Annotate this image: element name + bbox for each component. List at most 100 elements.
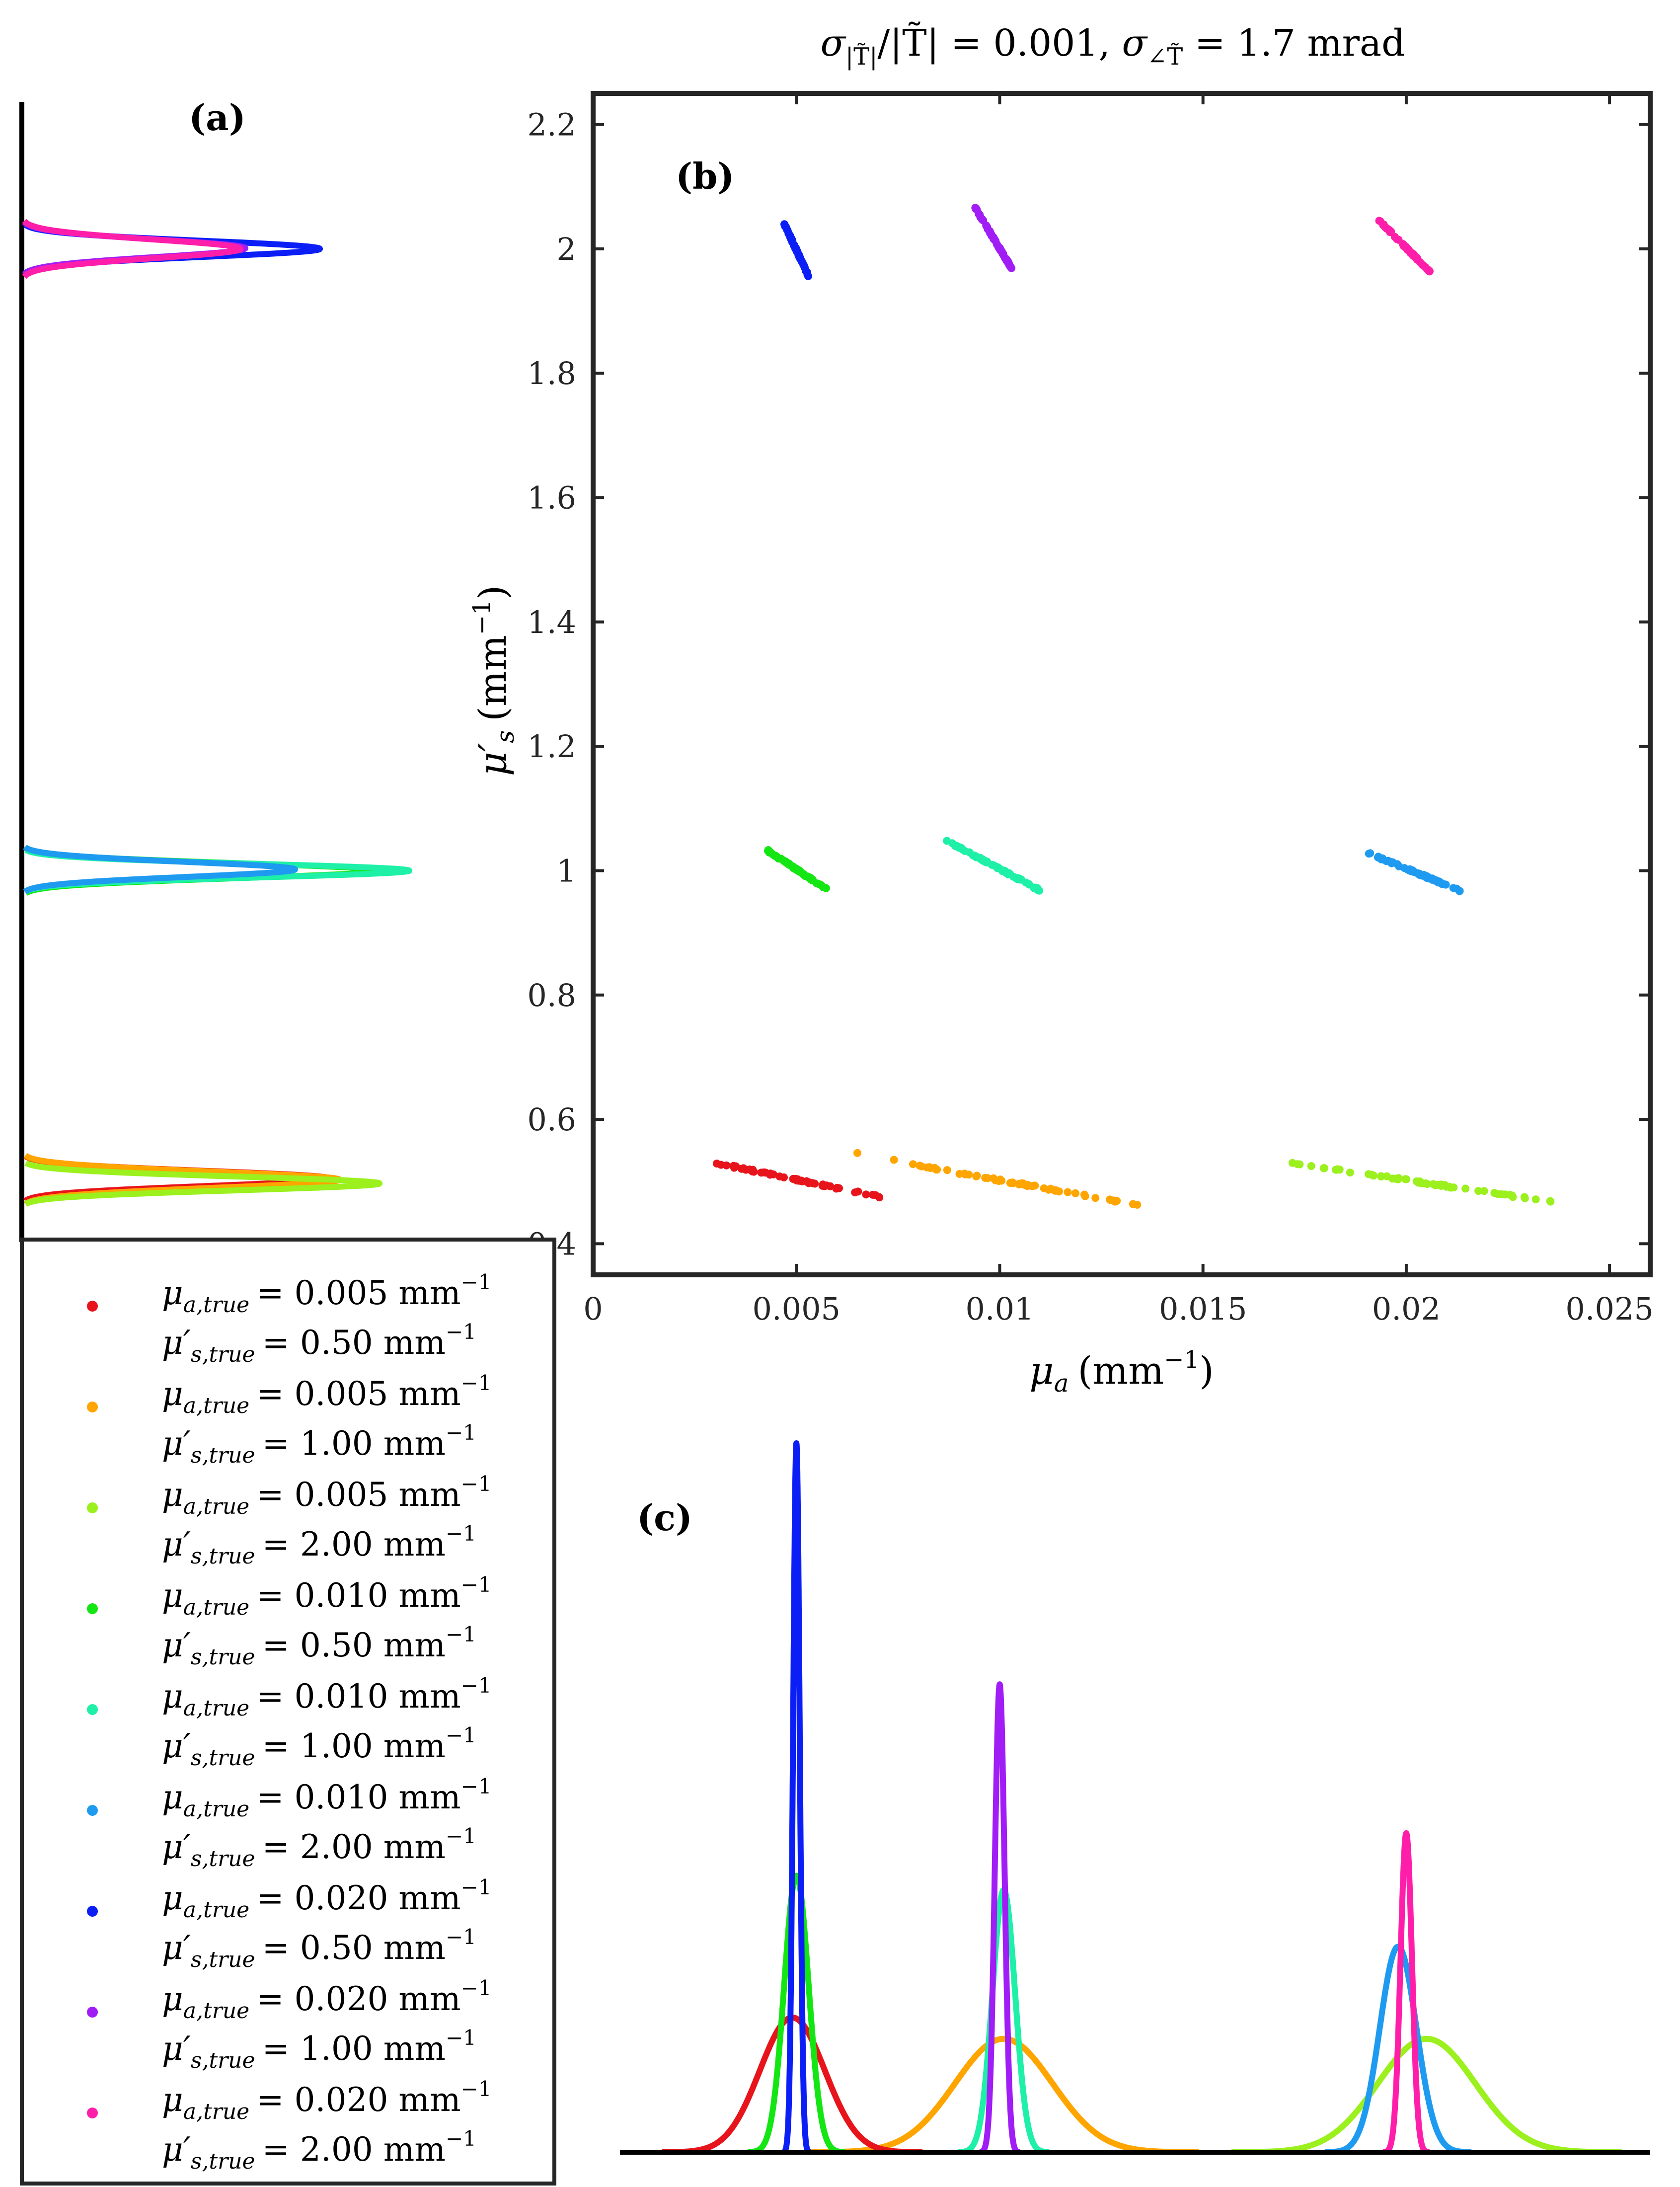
y-tick-label: 0.6 <box>527 1101 576 1138</box>
data-point <box>802 1177 811 1185</box>
x-tick-label: 0.005 <box>752 1291 840 1327</box>
data-point <box>994 1176 1003 1185</box>
density-curve-c <box>807 2035 1200 2155</box>
data-point <box>819 1180 827 1189</box>
y-tick-label: 2.2 <box>527 107 576 143</box>
data-point <box>1382 224 1390 232</box>
data-point <box>957 844 966 852</box>
data-point <box>717 1161 725 1169</box>
data-point <box>1474 1187 1483 1195</box>
density-curve-c <box>745 1873 848 2155</box>
legend-entries: μa,true = 0.005 mm−1μ′s,true = 0.50 mm−1μa… <box>87 1270 492 2174</box>
legend-mus-text: μ′s,true = 0.50 mm−1 <box>162 1320 476 1367</box>
data-point <box>1064 1188 1072 1196</box>
data-point <box>1402 242 1410 251</box>
series-cluster <box>948 839 1044 895</box>
data-point <box>960 1170 969 1178</box>
legend-entry: μa,true = 0.010 mm−1μ′s,true = 1.00 mm−1 <box>87 1673 492 1771</box>
data-point <box>1307 1162 1315 1170</box>
legend-entry: μa,true = 0.010 mm−1μ′s,true = 0.50 mm−1 <box>87 1572 492 1670</box>
data-point <box>809 1179 817 1187</box>
x-tick-label: 0 <box>583 1291 603 1327</box>
x-tick-label: 0.01 <box>965 1291 1034 1327</box>
data-point-outlier <box>853 1149 861 1157</box>
legend-marker <box>87 1704 98 1715</box>
data-point <box>972 853 981 861</box>
data-point <box>793 1175 802 1183</box>
legend-mua-text: μa,true = 0.020 mm−1 <box>162 2077 492 2124</box>
series-cluster <box>1375 217 1434 276</box>
legend-mua-text: μa,true = 0.005 mm−1 <box>162 1371 492 1418</box>
data-point <box>1366 849 1375 858</box>
data-point <box>1531 1195 1540 1204</box>
data-point <box>1374 853 1382 861</box>
y-tick-label: 1 <box>557 853 576 889</box>
data-point <box>1401 1175 1410 1183</box>
data-point <box>739 1164 748 1172</box>
legend-entry: μa,true = 0.020 mm−1μ′s,true = 1.00 mm−1 <box>87 1976 492 2073</box>
data-point <box>1452 884 1461 893</box>
data-point <box>787 234 795 242</box>
data-point <box>1394 1174 1403 1182</box>
legend-mua-text: μa,true = 0.005 mm−1 <box>162 1270 492 1318</box>
data-point <box>1410 250 1418 259</box>
data-point <box>1055 1187 1064 1196</box>
data-point <box>1080 1190 1088 1199</box>
legend-mus-text: μ′s,true = 1.00 mm−1 <box>162 1723 476 1771</box>
x-axis-ticks: 0 0.005 0.01 0.015 0.02 0.025 <box>583 93 1654 1327</box>
data-point <box>1376 217 1384 226</box>
series-cluster <box>1288 1159 1555 1206</box>
x-axis-label: μa (mm−1) <box>1029 1346 1214 1398</box>
legend-marker <box>87 2007 98 2018</box>
figure-title: σ|T̃|/|T̃| = 0.001, σ∠T̃ = 1.7 mrad <box>820 22 1405 71</box>
density-curve-c <box>977 1681 1022 2155</box>
series-cluster <box>764 846 830 892</box>
data-point <box>1031 1181 1039 1190</box>
series-cluster <box>1365 849 1464 895</box>
data-point <box>1382 1172 1391 1180</box>
data-point <box>1024 880 1033 888</box>
density-curve-c <box>780 1440 813 2155</box>
legend-marker <box>87 2108 98 2118</box>
data-point <box>1408 867 1417 876</box>
data-point <box>1521 1194 1529 1202</box>
panel-label-a: (a) <box>189 96 246 139</box>
legend-marker <box>87 1402 98 1412</box>
legend-marker <box>87 1502 98 1513</box>
y-tick-label: 1.6 <box>527 480 576 516</box>
data-point <box>1091 1194 1100 1202</box>
data-point <box>1508 1191 1516 1200</box>
data-point <box>1419 871 1427 880</box>
data-point-outlier <box>971 204 980 212</box>
data-point <box>1000 866 1009 875</box>
data-point <box>1331 1166 1340 1174</box>
y-tick-label: 1.4 <box>527 604 576 640</box>
data-point <box>748 1167 757 1175</box>
data-point <box>1490 1189 1499 1197</box>
y-tick-label: 1.8 <box>527 355 576 391</box>
legend-marker <box>87 1603 98 1614</box>
data-point <box>965 848 974 857</box>
data-point <box>780 220 789 229</box>
legend-mus-text: μ′s,true = 0.50 mm−1 <box>162 1622 476 1670</box>
legend-mus-text: μ′s,true = 2.00 mm−1 <box>162 2126 476 2174</box>
data-point <box>1346 1169 1354 1177</box>
legend-entry: μa,true = 0.020 mm−1μ′s,true = 2.00 mm−1 <box>87 2077 492 2174</box>
data-point <box>1412 1177 1421 1185</box>
legend-mua-text: μa,true = 0.010 mm−1 <box>162 1673 492 1721</box>
data-point <box>1377 1172 1385 1180</box>
legend-mus-text: μ′s,true = 1.00 mm−1 <box>162 2026 476 2073</box>
legend-entry: μa,true = 0.005 mm−1μ′s,true = 2.00 mm−1 <box>87 1472 492 1569</box>
data-point <box>1006 1179 1014 1187</box>
plot-b-frame <box>591 91 1653 1277</box>
legend-box <box>20 1238 556 2186</box>
data-point <box>1129 1200 1137 1208</box>
data-point <box>1014 874 1022 882</box>
density-curve-a <box>22 844 299 895</box>
density-panel-a: (a) <box>19 96 413 1242</box>
density-curve-c <box>1230 2035 1623 2155</box>
data-point <box>973 1172 981 1180</box>
scatter-points <box>712 204 1555 1209</box>
series-cluster <box>712 1159 884 1202</box>
